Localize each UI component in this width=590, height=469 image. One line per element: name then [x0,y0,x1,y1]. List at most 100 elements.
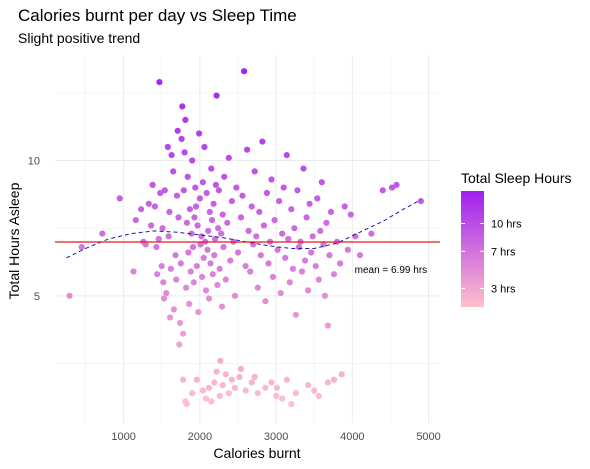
data-point [282,254,289,261]
legend: Total Sleep Hours 10 hrs 7 hrs 3 hrs [461,170,572,307]
data-point [222,371,229,378]
mean-line-group: mean = 6.99 hrs [55,241,440,276]
data-point [204,246,211,253]
data-point [262,298,269,305]
data-point [302,257,309,264]
data-point [199,179,206,186]
data-point [148,222,155,229]
data-point [219,382,226,389]
data-point [274,246,281,253]
data-point [276,198,283,205]
data-point [201,143,208,151]
data-point [183,401,190,408]
data-point [268,176,275,183]
x-axis-ticks: 1000 2000 3000 4000 5000 [111,431,440,443]
data-point [231,292,238,299]
x-tick-label: 3000 [264,431,288,443]
data-point [236,373,243,381]
data-point [321,292,328,299]
data-point [237,214,245,221]
data-point [221,173,228,180]
data-point [344,246,351,253]
data-point [66,292,73,299]
data-point [157,189,164,197]
data-point [239,192,246,199]
x-tick-label: 2000 [188,431,212,443]
data-point [205,227,212,234]
data-point [330,271,338,278]
data-point [168,152,175,159]
data-point [271,217,278,224]
data-point [192,203,200,210]
data-point [194,222,201,229]
data-point [189,244,197,251]
data-point [183,284,190,291]
grid [55,55,440,423]
data-point [149,181,156,188]
data-point [314,195,321,202]
data-point [167,314,174,321]
data-point [324,322,331,329]
data-point [186,206,193,213]
data-point [280,184,287,191]
data-point [306,200,313,207]
data-point [308,249,315,256]
data-point [285,235,292,243]
data-point [203,189,210,197]
data-point [176,319,184,326]
data-point [268,379,275,386]
data-point [279,230,286,237]
data-point [181,149,188,156]
data-point [242,263,249,270]
data-point [208,398,215,405]
data-point [170,306,177,313]
data-point [174,127,181,134]
data-point [212,235,219,243]
data-point [337,260,344,267]
data-point [315,392,322,399]
data-point [305,287,312,294]
trend-line-group [66,199,422,259]
data-point [180,330,187,337]
data-point [156,79,163,86]
data-point [273,392,280,399]
data-point [154,271,161,278]
data-point [166,208,173,215]
data-point [130,268,137,275]
data-point [198,233,205,240]
data-point [228,198,235,205]
data-point [227,257,234,264]
data-point [180,187,187,194]
data-point [417,198,424,205]
data-point [219,211,226,218]
data-point [283,152,290,159]
data-point [202,395,210,402]
data-point [212,181,219,188]
data-point [159,225,166,232]
data-point [190,279,197,286]
data-point [251,373,258,381]
data-point [260,222,267,229]
x-tick-label: 5000 [416,431,440,443]
data-point [173,276,180,283]
data-point [254,390,261,397]
data-point [294,187,301,194]
data-point [300,165,307,172]
data-point [338,371,345,378]
data-point [182,116,189,123]
data-point [211,252,218,259]
data-point [215,187,222,194]
data-point [277,290,284,297]
legend-label: 10 hrs [491,218,522,230]
data-point [295,244,303,251]
data-point [393,181,400,188]
y-axis-ticks: 5 10 [28,156,40,303]
data-point [185,249,192,256]
chart-title: Calories burnt per day vs Sleep Time [18,6,297,25]
data-point [269,273,277,280]
data-point [205,384,213,391]
data-point [315,276,322,283]
data-point [244,146,251,153]
data-point [347,211,354,218]
